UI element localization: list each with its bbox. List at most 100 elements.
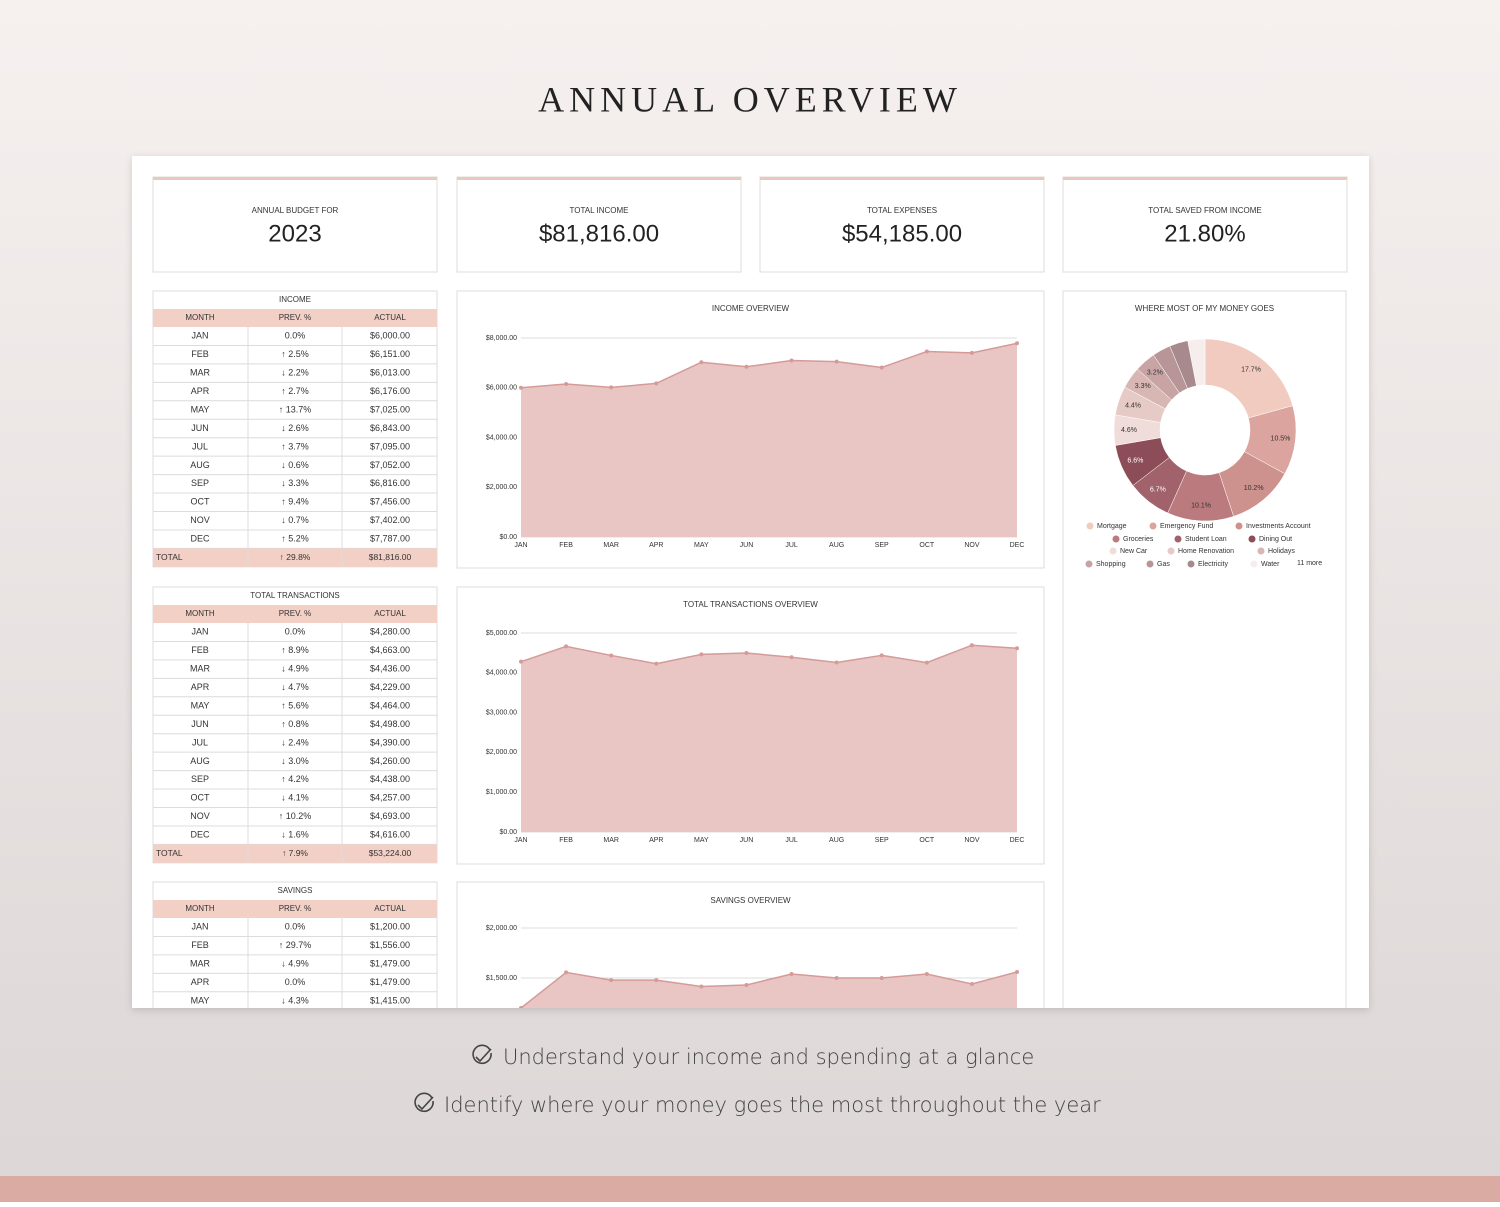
table-header <box>153 605 437 623</box>
table-cell: MAR <box>190 664 211 674</box>
table-cell: FEB <box>191 349 209 359</box>
table-cell: FEB <box>191 940 209 950</box>
table-cell: ↑ 29.7% <box>279 940 312 950</box>
legend-swatch <box>1235 522 1243 530</box>
slice-label: 4.6% <box>1121 427 1137 434</box>
card-accent <box>760 177 1044 180</box>
point <box>699 360 704 365</box>
table-cell: DEC <box>190 830 210 840</box>
line <box>520 644 1018 665</box>
table-title: SAVINGS <box>278 886 313 895</box>
table-cell: $6,151.00 <box>370 349 410 359</box>
point <box>789 655 794 660</box>
slice-label: 10.1% <box>1191 503 1211 510</box>
table-cell: ↑ 10.2% <box>279 811 312 821</box>
total-cell: ↑ 29.8% <box>280 552 311 562</box>
table-cell: AUG <box>190 460 210 470</box>
table-cell: OCT <box>191 793 211 803</box>
x-tick-label: JUL <box>785 837 798 844</box>
card-label: ANNUAL BUDGET FOR <box>252 206 339 215</box>
table-cell: MAY <box>191 700 210 710</box>
feature-text: Understand your income and spending at a… <box>503 1045 1034 1069</box>
sheet-content: ANNUAL BUDGET FOR 2023 TOTAL INCOME $81,816… <box>152 176 1348 1008</box>
table-cell: $7,456.00 <box>370 497 410 507</box>
point <box>564 644 569 649</box>
legend-swatch <box>1109 547 1117 555</box>
card <box>152 176 438 273</box>
card-value: $54,185.00 <box>842 220 962 247</box>
slice-label: 4.4% <box>1125 402 1141 409</box>
x-tick-label: JUL <box>785 542 798 549</box>
slice-label: 6.6% <box>1127 457 1143 464</box>
legend-label: Home Renovation <box>1178 548 1234 555</box>
point <box>519 659 523 664</box>
table-cell: 0.0% <box>285 331 306 341</box>
table-cell: ↓ 4.3% <box>281 995 309 1005</box>
x-tick-label: JAN <box>514 837 527 844</box>
column-header: MONTH <box>185 313 215 322</box>
slice-label: 10.5% <box>1271 436 1291 443</box>
point <box>879 976 884 980</box>
point <box>699 652 704 657</box>
y-tick-label: $5,000.00 <box>486 630 517 637</box>
page-title: ANNUAL OVERVIEW <box>538 79 962 119</box>
column-header: MONTH <box>185 609 215 618</box>
legend-label: Holidays <box>1268 548 1295 555</box>
y-tick-label: $6,000.00 <box>486 385 517 392</box>
x-tick-label: NOV <box>964 837 980 844</box>
table-cell: $7,095.00 <box>370 441 410 451</box>
line <box>520 971 1018 1008</box>
point <box>609 653 614 658</box>
point <box>699 984 704 989</box>
point <box>1015 970 1019 974</box>
feature-text: Identify where your money goes the most … <box>444 1093 1101 1117</box>
y-tick-label: $2,000.00 <box>486 484 517 491</box>
point <box>564 970 569 975</box>
table-cell: $1,479.00 <box>370 977 410 987</box>
x-tick-label: AUG <box>829 542 844 549</box>
y-tick-label: $1,500.00 <box>486 975 517 982</box>
table-cell: MAY <box>191 404 210 414</box>
column-header: PREV. % <box>279 609 312 618</box>
legend-swatch <box>1112 535 1120 543</box>
y-tick-label: $3,000.00 <box>486 709 517 716</box>
y-tick-label: $4,000.00 <box>486 670 517 677</box>
x-tick-label: MAR <box>603 542 619 549</box>
table-cell: JUN <box>191 719 209 729</box>
total-cell: $81,816.00 <box>369 552 412 562</box>
table-cell: $1,200.00 <box>370 922 410 932</box>
legend-more: 11 more <box>1297 560 1322 567</box>
table-cell: ↓ 1.6% <box>281 830 309 840</box>
table-cell: $4,663.00 <box>370 645 410 655</box>
x-tick-label: APR <box>649 542 663 549</box>
x-tick-label: DEC <box>1010 837 1025 844</box>
legend-label: Mortgage <box>1097 523 1127 530</box>
point <box>924 660 929 665</box>
table-cell: $4,257.00 <box>370 793 410 803</box>
table-cell: ↑ 5.2% <box>281 534 309 544</box>
point <box>1015 646 1019 651</box>
point <box>834 359 839 364</box>
total-cell: TOTAL <box>156 552 183 562</box>
legend-swatch <box>1167 547 1175 555</box>
table-cell: 0.0% <box>285 977 306 987</box>
point <box>969 350 974 355</box>
legend-swatch <box>1250 560 1258 568</box>
pie-slice <box>1187 338 1206 387</box>
card-label: TOTAL SAVED FROM INCOME <box>1148 206 1262 215</box>
table-cell: $4,498.00 <box>370 719 410 729</box>
table-cell: ↑ 13.7% <box>279 404 312 414</box>
column-header: MONTH <box>185 904 215 913</box>
y-tick-label: $4,000.00 <box>486 434 517 441</box>
table-cell: $7,402.00 <box>370 515 410 525</box>
table-cell: FEB <box>191 645 209 655</box>
table-cell: $4,229.00 <box>370 682 410 692</box>
table-cell: APR <box>191 977 210 987</box>
area <box>521 343 1017 537</box>
legend-label: Water <box>1261 561 1280 568</box>
slice-label: 3.3% <box>1135 383 1151 390</box>
column-header: ACTUAL <box>374 313 406 322</box>
point <box>834 976 839 980</box>
check-icon <box>472 1044 492 1065</box>
slice-label: 3.2% <box>1147 370 1163 377</box>
